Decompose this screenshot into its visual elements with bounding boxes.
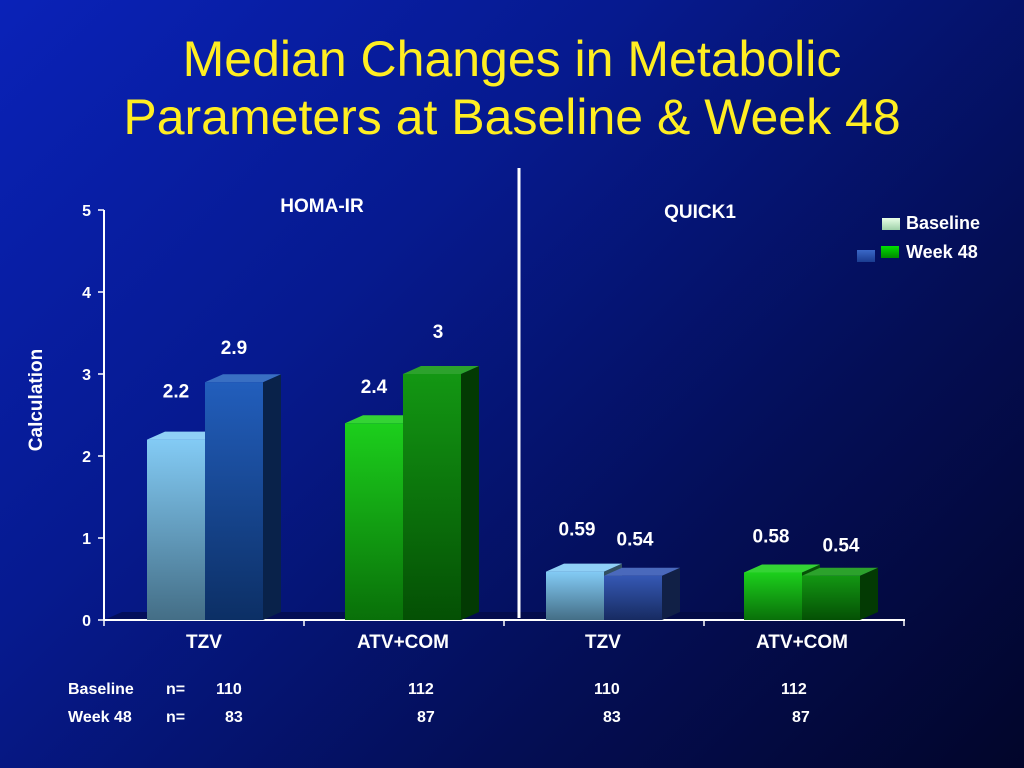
bar-baseline — [147, 439, 205, 620]
data-label: 0.54 — [617, 530, 654, 551]
x-category-label: TZV — [186, 632, 222, 653]
bar-top — [403, 366, 479, 374]
legend-week48-swatch — [881, 246, 899, 258]
data-label: 2.2 — [163, 382, 189, 403]
x-category-label: TZV — [585, 632, 621, 653]
bar-baseline — [546, 571, 604, 620]
bar-top — [604, 567, 680, 576]
title-line-2: Parameters at Baseline & Week 48 — [123, 89, 901, 145]
y-tick-label: 1 — [82, 531, 91, 548]
legend-label: Baseline — [906, 213, 980, 233]
y-tick-label: 5 — [82, 203, 91, 220]
data-label: 3 — [433, 322, 444, 343]
legend-baseline-swatch — [882, 218, 900, 230]
y-tick-label: 4 — [82, 285, 91, 302]
bar-week-48 — [604, 575, 662, 620]
x-category-label: ATV+COM — [357, 632, 449, 653]
panel-title: HOMA-IR — [280, 196, 364, 217]
y-axis-label: Calculation — [26, 349, 47, 451]
bar-top — [802, 567, 878, 576]
data-label: 0.58 — [753, 526, 790, 547]
data-label: 2.4 — [361, 377, 388, 398]
chart-legend: Baseline Week 48 — [857, 213, 980, 262]
bar-top — [147, 431, 223, 440]
title-line-1: Median Changes in Metabolic — [182, 31, 842, 87]
data-label: 0.54 — [823, 536, 860, 557]
bar-side — [860, 567, 878, 620]
bar-side — [461, 366, 479, 620]
bar-top — [345, 415, 421, 424]
data-label: 0.59 — [559, 520, 596, 541]
bar-top — [546, 563, 622, 572]
legend-label: Week 48 — [906, 242, 978, 262]
y-tick-label: 2 — [82, 449, 91, 466]
bar-baseline — [744, 572, 802, 620]
bar-side — [263, 374, 281, 620]
chart-floor — [104, 612, 923, 620]
data-label: 2.9 — [221, 338, 247, 359]
bar-top — [744, 564, 820, 573]
bar-top — [205, 374, 281, 383]
panel-title: QUICK1 — [664, 202, 736, 223]
bar-week-48 — [802, 575, 860, 620]
slide-title: Median Changes in Metabolic Parameters a… — [0, 30, 1024, 146]
y-tick-label: 0 — [82, 613, 91, 630]
bar-baseline — [345, 423, 403, 620]
x-category-label: ATV+COM — [756, 632, 848, 653]
legend-week48-swatch — [857, 250, 875, 262]
bar-week-48 — [403, 374, 461, 620]
bar-week-48 — [205, 382, 263, 620]
y-tick-label: 3 — [82, 367, 91, 384]
bar-side — [662, 567, 680, 620]
